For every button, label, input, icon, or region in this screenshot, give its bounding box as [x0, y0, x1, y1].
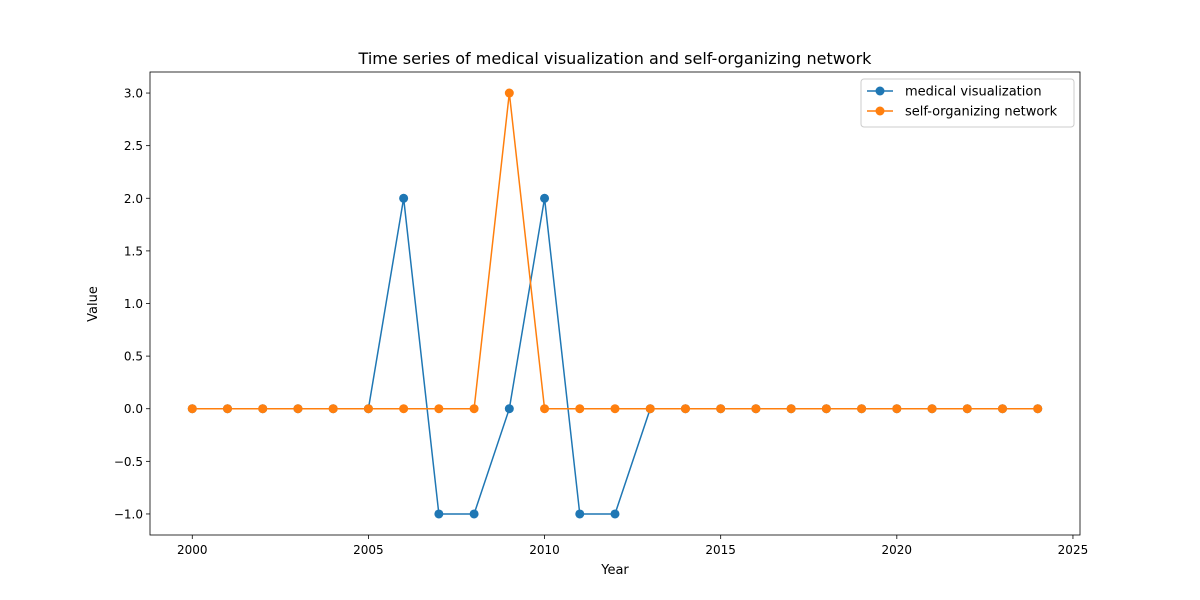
- plot-area: 2000 2005 2010 2015 2020 2025 −1.0 −0.5 0.0 0.5 1.…: [114, 71, 1089, 557]
- data-point: [504, 88, 514, 98]
- y-tick-label: 0.0: [124, 402, 143, 416]
- legend-label-0: medical visualization: [905, 85, 1042, 100]
- data-point: [399, 193, 409, 203]
- data-point: [962, 404, 972, 414]
- data-point: [293, 404, 303, 414]
- data-point: [223, 404, 232, 414]
- y-tick-label: 2.5: [124, 139, 143, 153]
- y-tick-label: −0.5: [114, 455, 143, 469]
- series-line-0: [192, 197, 1038, 515]
- axes-frame: [149, 71, 1081, 536]
- y-tick-label: 2.0: [124, 192, 143, 206]
- chart-title: Time series of medical visualization and…: [358, 49, 873, 68]
- y-tick-label: 0.5: [124, 350, 143, 364]
- x-axis-label: Year: [600, 563, 629, 578]
- data-point: [1033, 404, 1043, 414]
- data-point: [504, 404, 514, 414]
- data-point: [857, 404, 867, 414]
- legend: medical visualization self-organizing net…: [860, 78, 1075, 128]
- x-tick-label: 2015: [705, 543, 736, 557]
- data-point: [363, 404, 373, 414]
- data-point: [645, 404, 655, 414]
- data-point: [927, 404, 937, 414]
- y-tick-label: 3.0: [124, 87, 143, 101]
- x-tick-label: 2005: [353, 543, 384, 557]
- data-point: [680, 404, 690, 414]
- y-tick-label: 1.0: [124, 297, 143, 311]
- data-point: [540, 193, 550, 203]
- legend-marker-1: [875, 106, 885, 116]
- data-point: [716, 404, 726, 414]
- data-point: [258, 404, 268, 414]
- data-point: [399, 404, 409, 414]
- data-point: [892, 404, 902, 414]
- data-point: [434, 509, 444, 519]
- data-point: [610, 404, 620, 414]
- x-tick-label: 2000: [177, 543, 208, 557]
- x-tick-label: 2020: [882, 543, 913, 557]
- series-0: [187, 193, 1043, 519]
- data-point: [187, 404, 197, 414]
- data-point: [469, 509, 479, 519]
- data-point: [575, 404, 585, 414]
- y-tick-label: −1.0: [114, 507, 143, 521]
- x-tick-label: 2025: [1058, 543, 1089, 557]
- legend-marker-0: [875, 86, 885, 96]
- data-point: [540, 404, 550, 414]
- data-point: [786, 404, 796, 414]
- data-point: [998, 404, 1007, 414]
- legend-label-1: self-organizing network: [905, 105, 1058, 120]
- data-point: [469, 404, 479, 414]
- series-line-1: [192, 92, 1038, 410]
- legend-box: [860, 78, 1075, 128]
- data-point: [610, 509, 620, 519]
- y-axis-label: Value: [86, 286, 101, 322]
- data-point: [751, 404, 761, 414]
- x-tick-label: 2010: [529, 543, 560, 557]
- data-point: [328, 404, 338, 414]
- y-tick-label: 1.5: [124, 244, 143, 258]
- data-point: [821, 404, 831, 414]
- series-1: [187, 88, 1043, 414]
- data-point: [434, 404, 444, 414]
- data-point: [575, 509, 585, 519]
